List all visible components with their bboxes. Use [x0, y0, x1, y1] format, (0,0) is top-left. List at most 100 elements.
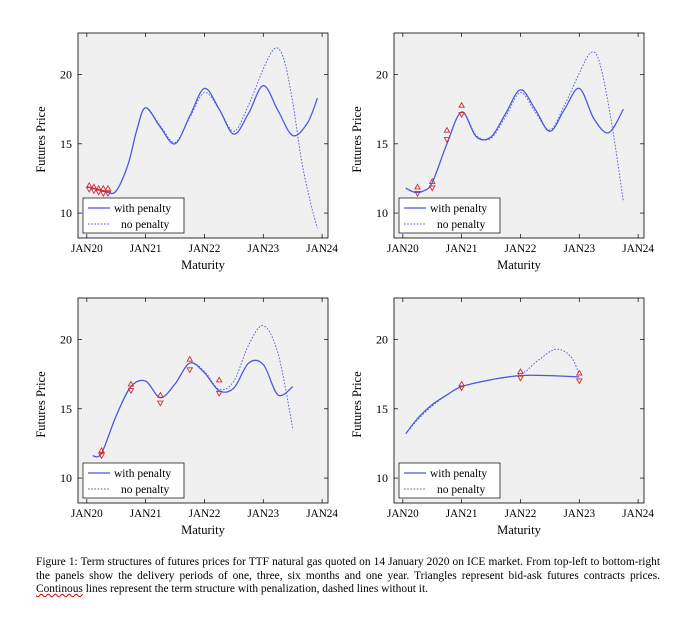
series-line-with-penalty	[86, 85, 318, 195]
series-layer	[92, 325, 294, 458]
bid-triangle-marker	[458, 385, 466, 392]
bid-triangle-marker	[99, 191, 107, 197]
legend: with penalty no penalty	[82, 462, 185, 499]
legend-label-with-penalty: with penalty	[430, 468, 487, 480]
bid-triangle-marker	[95, 189, 102, 196]
y-tick-label: 10	[376, 206, 388, 220]
bid-triangle-marker	[428, 185, 436, 192]
bid-triangle-marker	[156, 400, 164, 407]
x-axis-label: Maturity	[497, 523, 541, 537]
plot-frame	[77, 297, 329, 504]
x-tick-label: JAN23	[563, 243, 595, 255]
x-tick-label: JAN23	[247, 243, 279, 255]
chart-panel-top-left: JAN20 JAN21 JAN22 JAN23 JAN24 10 15 20 Maturity F…	[34, 32, 338, 272]
legend-label-with-penalty: with penalty	[430, 203, 487, 215]
y-tick-label: 15	[376, 137, 388, 151]
figure-panels: JAN20 JAN21 JAN22 JAN23 JAN24 10 15 20 Maturity F…	[34, 32, 654, 537]
x-tick-label: JAN23	[247, 508, 279, 520]
x-tick-label: JAN24	[622, 243, 654, 255]
x-tick-label: JAN22	[189, 508, 221, 520]
y-tick-label: 15	[60, 137, 72, 151]
plot-frame	[77, 32, 329, 239]
legend: with penalty no penalty	[82, 197, 185, 234]
y-tick-label: 15	[376, 402, 388, 416]
ask-triangle-marker	[156, 391, 164, 398]
bid-triangle-marker	[127, 388, 135, 395]
series-line-no-penalty	[405, 51, 624, 203]
x-tick-label: JAN21	[130, 508, 162, 520]
ask-triangle-marker	[443, 126, 451, 133]
ask-triangle-marker	[215, 376, 223, 383]
chart-panel-top-right: JAN20 JAN21 JAN22 JAN23 JAN24 10 15 20 Maturity F…	[350, 32, 654, 272]
x-tick-label: JAN24	[306, 508, 338, 520]
y-tick-label: 20	[60, 333, 72, 347]
bid-triangle-marker	[458, 112, 466, 119]
bid-triangle-marker	[443, 137, 451, 143]
figure-caption: Figure 1: Term structures of futures pri…	[36, 556, 660, 597]
x-tick-label: JAN24	[306, 243, 338, 255]
x-tick-label: JAN21	[446, 243, 478, 255]
bid-triangle-marker	[186, 367, 194, 374]
bid-triangle-marker	[517, 375, 524, 382]
legend-label-with-penalty: with penalty	[114, 203, 171, 215]
legend-label-no-penalty: no penalty	[121, 484, 169, 496]
y-axis-label: Futures Price	[34, 106, 48, 173]
ask-triangle-marker	[517, 368, 524, 375]
bid-triangle-marker	[575, 378, 583, 385]
x-axis-label: Maturity	[181, 523, 225, 537]
ask-triangle-marker	[186, 355, 194, 362]
legend-box	[82, 197, 185, 234]
series-line-no-penalty	[92, 325, 294, 458]
legend-label-no-penalty: no penalty	[437, 219, 485, 231]
ask-triangle-marker	[458, 101, 466, 108]
x-axis-label: Maturity	[497, 258, 541, 272]
x-tick-label: JAN20	[387, 508, 419, 520]
legend-label-with-penalty: with penalty	[114, 468, 171, 480]
y-tick-label: 10	[60, 206, 72, 220]
ask-triangle-marker	[575, 369, 583, 376]
x-tick-label: JAN22	[505, 508, 537, 520]
ask-triangle-marker	[127, 380, 135, 387]
x-tick-label: JAN21	[130, 243, 162, 255]
bid-triangle-marker	[414, 191, 421, 197]
y-axis-label: Futures Price	[350, 106, 364, 173]
y-axis-label: Futures Price	[350, 371, 364, 438]
series-line-no-penalty	[86, 47, 318, 229]
bid-triangle-marker	[215, 390, 223, 397]
caption-text-end: lines represent the term structure with …	[82, 583, 428, 596]
x-tick-label: JAN20	[387, 243, 419, 255]
y-tick-label: 20	[376, 333, 388, 347]
series-layer	[405, 348, 580, 435]
legend-label-no-penalty: no penalty	[437, 484, 485, 496]
x-tick-label: JAN22	[189, 243, 221, 255]
x-tick-label: JAN23	[563, 508, 595, 520]
bid-triangle-marker	[90, 188, 98, 195]
bid-triangle-marker	[104, 191, 112, 197]
y-tick-label: 10	[376, 471, 388, 485]
legend: with penalty no penalty	[398, 462, 501, 499]
chart-panel-bottom-right: JAN20 JAN21 JAN22 JAN23 JAN24 10 15 20 Maturity F…	[350, 297, 654, 537]
series-layer	[405, 51, 624, 203]
bid-triangle-marker	[85, 186, 93, 193]
legend-label-no-penalty: no penalty	[121, 219, 169, 231]
legend-box	[82, 462, 185, 499]
caption-text-start: Figure 1: Term structures of futures pri…	[36, 556, 660, 582]
y-tick-label: 20	[60, 68, 72, 82]
chart-panel-bottom-left: JAN20 JAN21 JAN22 JAN23 JAN24 10 15 20 Maturity F…	[34, 297, 338, 537]
series-layer	[86, 47, 318, 229]
y-tick-label: 15	[60, 402, 72, 416]
ask-triangle-marker	[414, 183, 421, 190]
ask-triangle-marker	[428, 177, 436, 184]
x-tick-label: JAN21	[446, 508, 478, 520]
legend: with penalty no penalty	[398, 197, 501, 234]
plot-frame	[393, 32, 645, 239]
legend-box	[398, 462, 501, 499]
caption-misspelled-word: Continous	[36, 583, 83, 596]
ask-triangle-marker	[99, 184, 107, 191]
plot-frame	[393, 297, 645, 504]
ask-triangle-marker	[104, 184, 112, 191]
series-line-no-penalty	[405, 348, 580, 435]
x-tick-label: JAN22	[505, 243, 537, 255]
x-tick-label: JAN20	[71, 508, 103, 520]
x-tick-label: JAN24	[622, 508, 654, 520]
